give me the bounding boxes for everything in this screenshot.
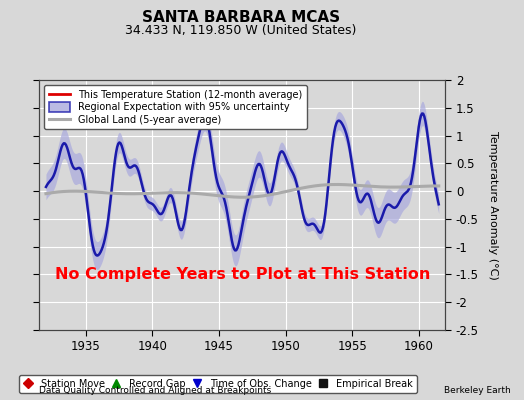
Text: Data Quality Controlled and Aligned at Breakpoints: Data Quality Controlled and Aligned at B… (39, 386, 271, 395)
Text: SANTA BARBARA MCAS: SANTA BARBARA MCAS (142, 10, 340, 25)
Y-axis label: Temperature Anomaly (°C): Temperature Anomaly (°C) (488, 131, 498, 279)
Text: 34.433 N, 119.850 W (United States): 34.433 N, 119.850 W (United States) (125, 24, 357, 37)
Text: Berkeley Earth: Berkeley Earth (444, 386, 511, 395)
Text: No Complete Years to Plot at This Station: No Complete Years to Plot at This Statio… (54, 268, 430, 282)
Legend: Station Move, Record Gap, Time of Obs. Change, Empirical Break: Station Move, Record Gap, Time of Obs. C… (19, 375, 417, 393)
